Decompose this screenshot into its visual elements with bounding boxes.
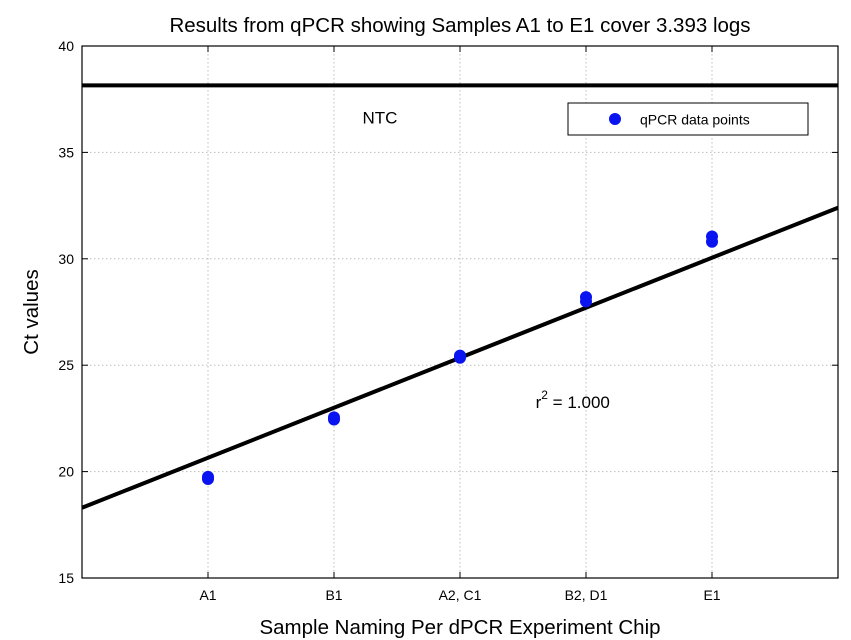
r-squared-annotation: r2 = 1.000 [536, 388, 610, 412]
r2-value: = 1.000 [548, 393, 610, 412]
legend-box [567, 102, 809, 136]
x-tick-label: A1 [199, 587, 216, 603]
r2-base: r [536, 393, 542, 412]
data-point [202, 470, 214, 483]
data-point [580, 291, 592, 304]
legend-marker [609, 113, 621, 125]
x-tick-label: B2, D1 [565, 587, 608, 603]
legend: qPCR data points [567, 102, 809, 136]
data-points [202, 230, 718, 486]
y-tick-label: 25 [58, 357, 74, 373]
data-point [454, 349, 466, 362]
y-tick-label: 20 [58, 464, 74, 480]
x-tick-label: B1 [325, 587, 342, 603]
x-axis-label: Sample Naming Per dPCR Experiment Chip [259, 616, 660, 639]
x-tick-label: E1 [703, 587, 720, 603]
chart-title: Results from qPCR showing Samples A1 to … [169, 14, 750, 37]
y-tick-label: 30 [58, 251, 74, 267]
x-tick-label: A2, C1 [439, 587, 482, 603]
r2-superscript: 2 [541, 388, 548, 402]
ntc-label: NTC [363, 108, 398, 127]
y-tick-label: 35 [58, 144, 74, 160]
legend-label: qPCR data points [640, 112, 750, 128]
y-tick-label: 15 [58, 570, 74, 586]
y-axis-label: Ct values [20, 269, 43, 354]
data-point [328, 411, 340, 424]
axis-ticks [82, 45, 838, 579]
data-point [706, 230, 718, 243]
y-tick-labels: 15 20 25 30 35 40 [58, 38, 74, 586]
y-tick-label: 40 [58, 38, 74, 54]
x-tick-labels: A1 B1 A2, C1 B2, D1 E1 [199, 587, 720, 603]
